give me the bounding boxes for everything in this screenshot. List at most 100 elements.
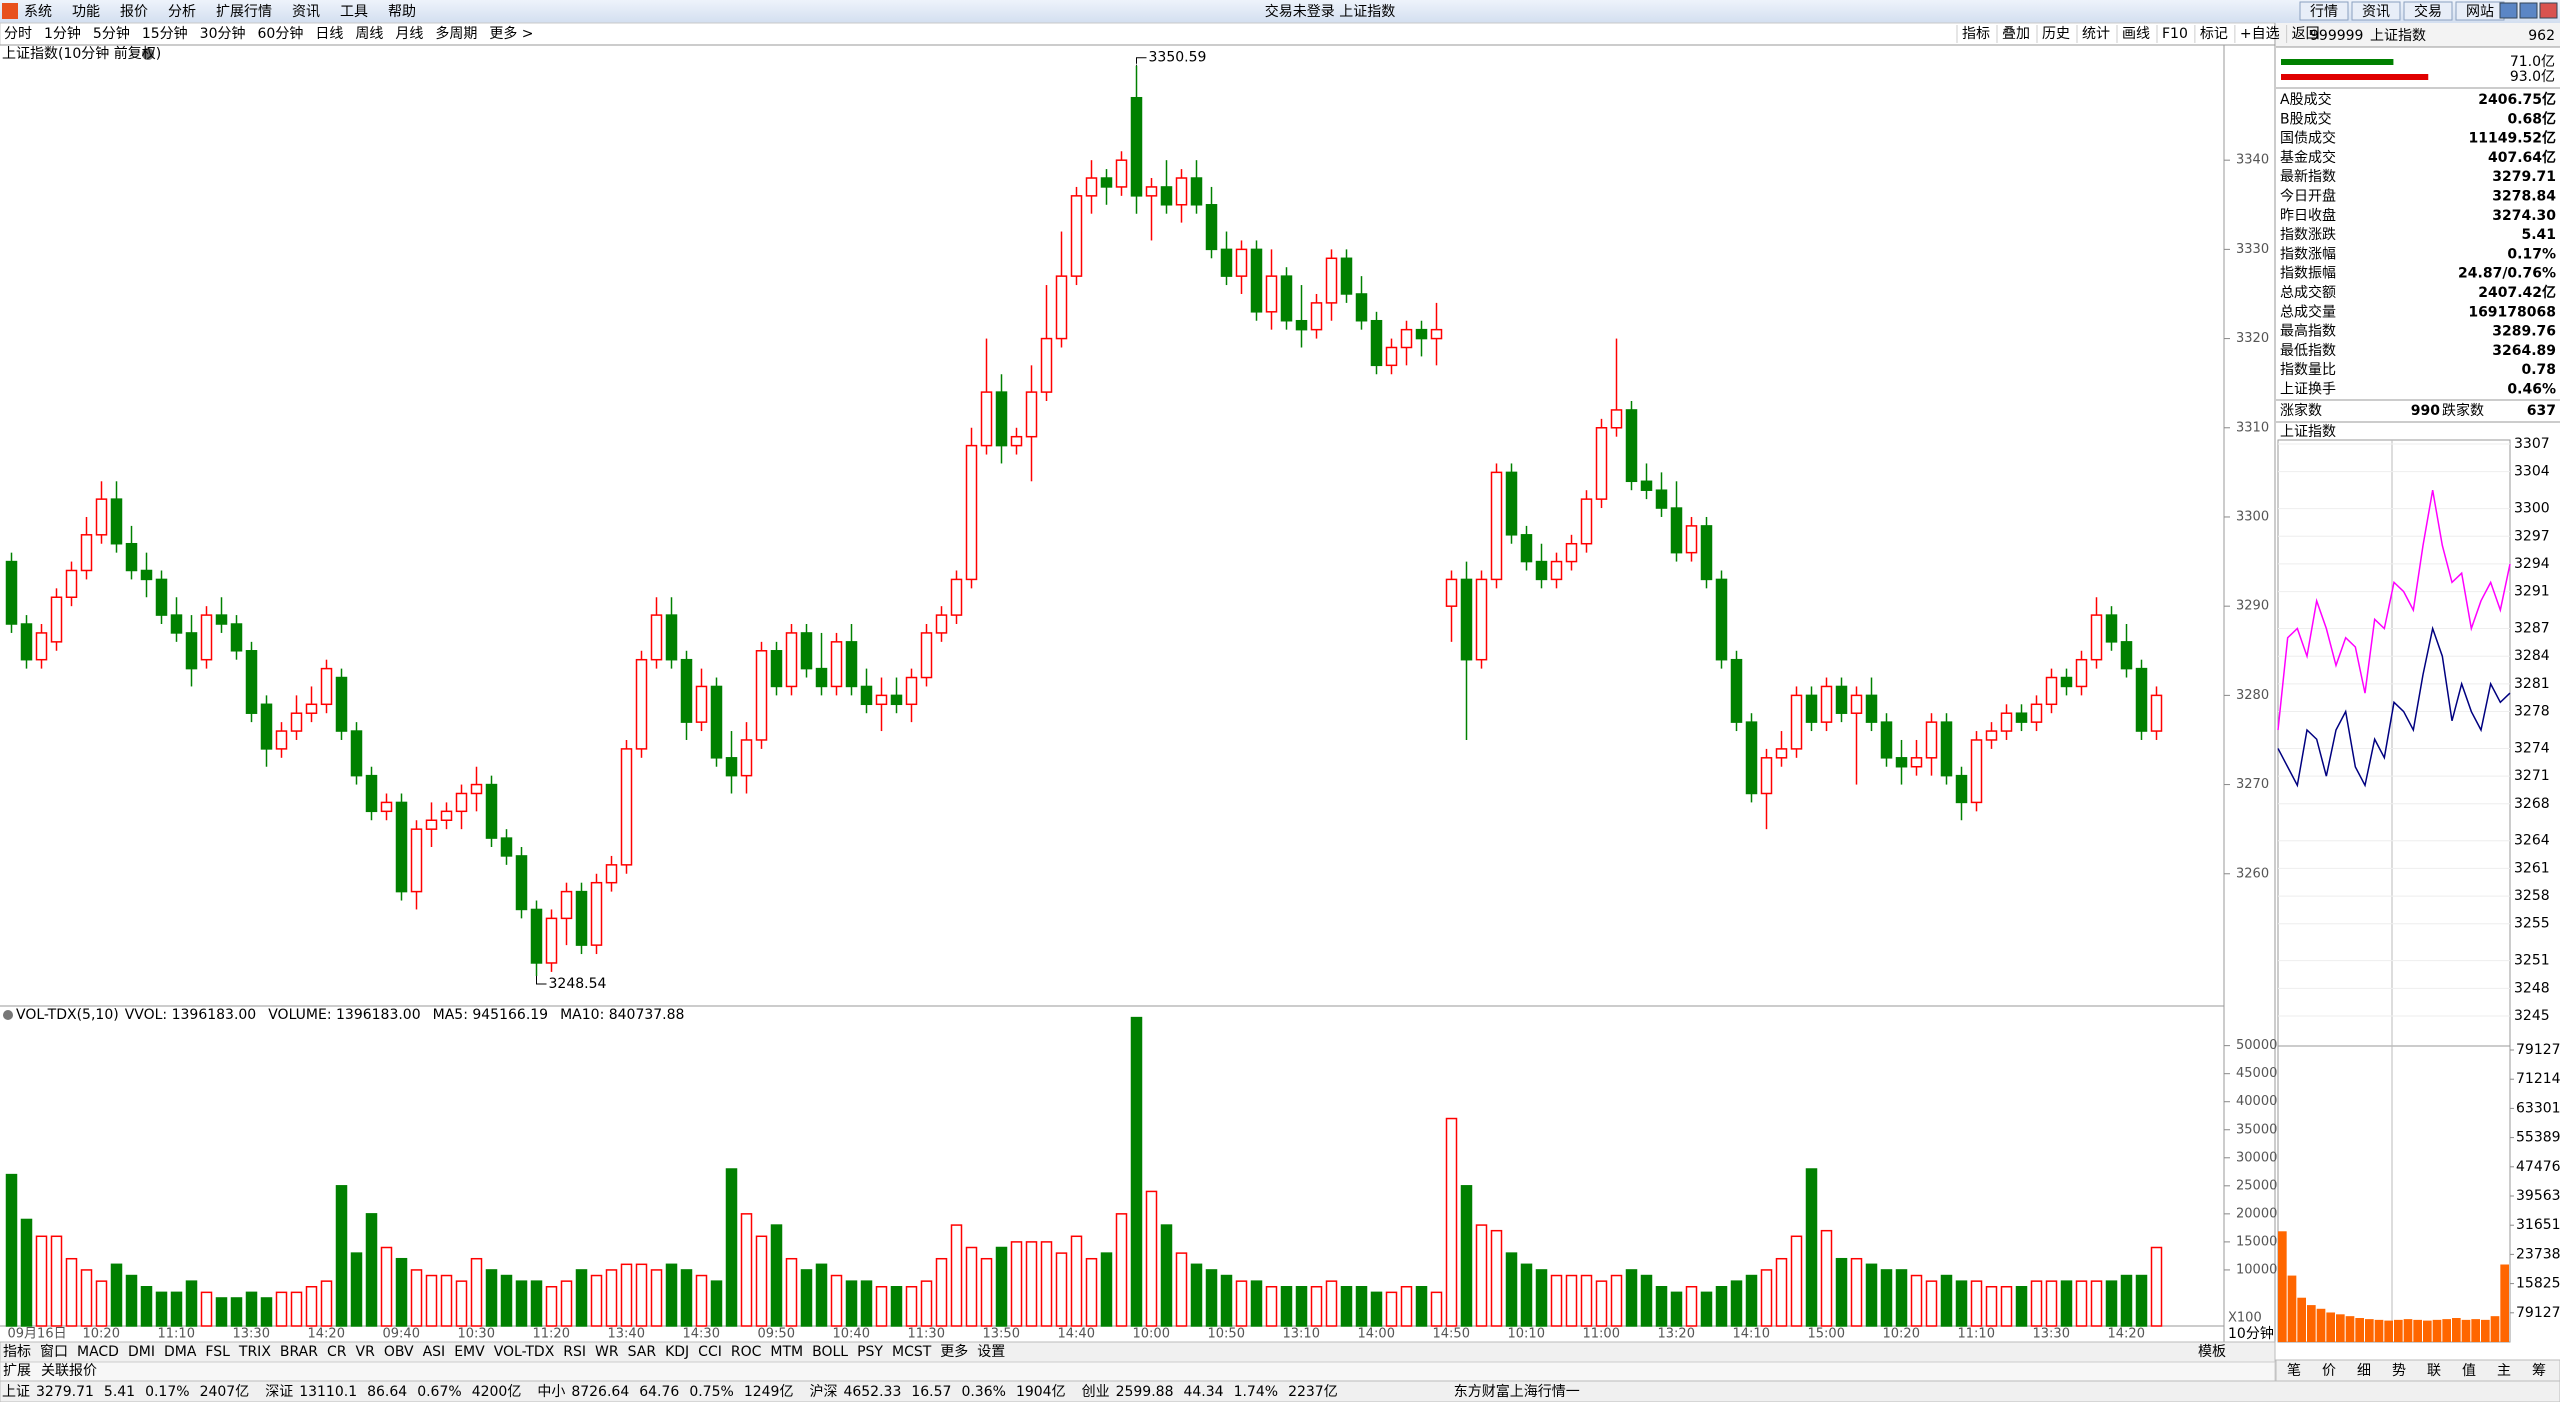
menu-item[interactable]: 系统 (24, 4, 52, 20)
panel-tabs-bar (2275, 1359, 2560, 1382)
x-tick-label: 14:30 (683, 1327, 720, 1342)
volume-bar (1805, 1168, 1818, 1327)
menu-item[interactable]: 扩展行情 (216, 4, 272, 20)
candle-body (140, 569, 153, 581)
candle-body (200, 614, 213, 661)
top-button[interactable]: 行情 (2310, 4, 2338, 20)
y-tick-label: 3320 (2236, 331, 2269, 346)
indicator-tab[interactable]: TRIX (238, 1344, 271, 1360)
tool-button[interactable]: 指标 (1962, 26, 1990, 42)
indicator-tab[interactable]: KDJ (665, 1344, 689, 1360)
indicator-tab[interactable]: 窗口 (40, 1343, 68, 1360)
mini-y-label: 3274 (2514, 740, 2550, 756)
candle-body (125, 542, 138, 572)
tool-button[interactable]: +自选 (2240, 26, 2280, 42)
menu-item[interactable]: 功能 (72, 4, 100, 20)
volume-bar (2150, 1246, 2163, 1327)
indicator-tab[interactable]: PSY (857, 1344, 883, 1360)
panel-tab[interactable]: 筹 (2532, 1362, 2546, 1379)
indicator-tab[interactable]: BRAR (280, 1344, 318, 1360)
indicator-tab[interactable]: CR (327, 1344, 347, 1360)
indicator-tab[interactable]: DMI (128, 1344, 155, 1360)
indicator-tab[interactable]: VOL-TDX (494, 1344, 555, 1360)
candle-body (1895, 757, 1908, 768)
indicator-tab[interactable]: ROC (731, 1344, 762, 1360)
stat-value: 3289.76 (2492, 324, 2556, 340)
indicator-tab[interactable]: ASI (423, 1344, 446, 1360)
menu-item[interactable]: 工具 (340, 4, 368, 20)
period-tab[interactable]: 60分钟 (258, 25, 304, 42)
period-tab[interactable]: 5分钟 (93, 25, 130, 42)
candle-body (170, 614, 183, 634)
panel-tab[interactable]: 值 (2462, 1363, 2476, 1379)
indicator-tab[interactable]: SAR (628, 1344, 657, 1360)
menu-item[interactable]: 帮助 (388, 4, 416, 20)
indicator-tab[interactable]: DMA (164, 1344, 197, 1360)
indicator-tab[interactable]: RSI (563, 1344, 586, 1360)
indicator-tab[interactable]: MTM (770, 1344, 803, 1360)
panel-tab[interactable]: 细 (2357, 1363, 2371, 1379)
indicator-tab[interactable]: BOLL (812, 1344, 848, 1360)
panel-tab[interactable]: 主 (2497, 1363, 2511, 1379)
indicator-tab[interactable]: OBV (384, 1344, 414, 1360)
tool-button[interactable]: 返回 (2292, 26, 2320, 42)
top-button[interactable]: 交易 (2414, 3, 2442, 20)
period-tab[interactable]: 日线 (315, 26, 343, 42)
candle-body (2135, 667, 2148, 732)
template-button[interactable]: 模板 (2198, 1344, 2226, 1360)
candle-body (1010, 435, 1023, 447)
indicator-tab[interactable]: 指标 (3, 1344, 31, 1360)
top-button[interactable]: 资讯 (2362, 4, 2390, 20)
period-tab[interactable]: 1分钟 (44, 25, 81, 42)
period-tab[interactable]: 15分钟 (142, 25, 188, 42)
volume-bar (800, 1269, 813, 1327)
panel-tab[interactable]: 笔 (2287, 1363, 2301, 1379)
tool-button[interactable]: 画线 (2122, 26, 2150, 42)
period-tab[interactable]: 分时 (4, 26, 32, 42)
candle-body (395, 801, 408, 893)
period-tab[interactable]: 周线 (355, 26, 383, 42)
indicator-tab[interactable]: MCST (892, 1344, 932, 1360)
index-value: 5.41 (104, 1384, 135, 1400)
x-tick-label: 14:00 (1358, 1327, 1395, 1342)
bottom-tab[interactable]: 扩展 (3, 1363, 31, 1379)
tool-button[interactable]: 统计 (2082, 26, 2110, 42)
indicator-tab[interactable]: FSL (205, 1344, 230, 1360)
tool-button[interactable]: 叠加 (2002, 26, 2030, 42)
menu-item[interactable]: 报价 (120, 4, 148, 20)
indicator-tab[interactable]: EMV (454, 1344, 485, 1360)
indicator-tab[interactable]: VR (356, 1344, 376, 1360)
indicator-tab[interactable]: WR (595, 1344, 619, 1360)
period-tab[interactable]: 月线 (395, 26, 423, 42)
menu-item[interactable]: 分析 (168, 4, 196, 20)
period-tab[interactable]: 更多 > (489, 25, 533, 42)
top-button[interactable]: 网站 (2466, 4, 2494, 20)
period-tab[interactable]: 多周期 (435, 25, 477, 42)
stat-label: 最低指数 (2280, 343, 2336, 359)
indicator-tab[interactable]: 更多 (940, 1343, 968, 1360)
panel-tab[interactable]: 价 (2322, 1363, 2336, 1379)
mini-y-label: 3271 (2514, 768, 2550, 784)
indicator-tab[interactable]: CCI (698, 1344, 722, 1360)
panel-tab[interactable]: 势 (2392, 1363, 2406, 1379)
candle-body (1175, 177, 1188, 206)
bottom-tab[interactable]: 关联报价 (41, 1363, 97, 1379)
menu-item[interactable]: 资讯 (292, 4, 320, 20)
x-tick-label: 14:10 (1733, 1327, 1770, 1342)
mini-chart-frame (2277, 439, 2511, 1343)
tool-button[interactable]: 标记 (2200, 26, 2228, 42)
period-tab[interactable]: 30分钟 (200, 25, 246, 42)
candle-body (1790, 694, 1803, 750)
volume-bar (1100, 1252, 1113, 1327)
indicator-tab[interactable]: MACD (77, 1344, 119, 1360)
candle-body (1580, 498, 1593, 545)
tool-button[interactable]: F10 (2162, 26, 2188, 42)
panel-tab[interactable]: 联 (2427, 1363, 2441, 1379)
indicator-tab[interactable]: 设置 (977, 1344, 1005, 1360)
window-control (2519, 2, 2538, 19)
volume-bar (2105, 1280, 2118, 1327)
tool-button[interactable]: 历史 (2042, 26, 2070, 42)
volume-bar (965, 1246, 978, 1327)
